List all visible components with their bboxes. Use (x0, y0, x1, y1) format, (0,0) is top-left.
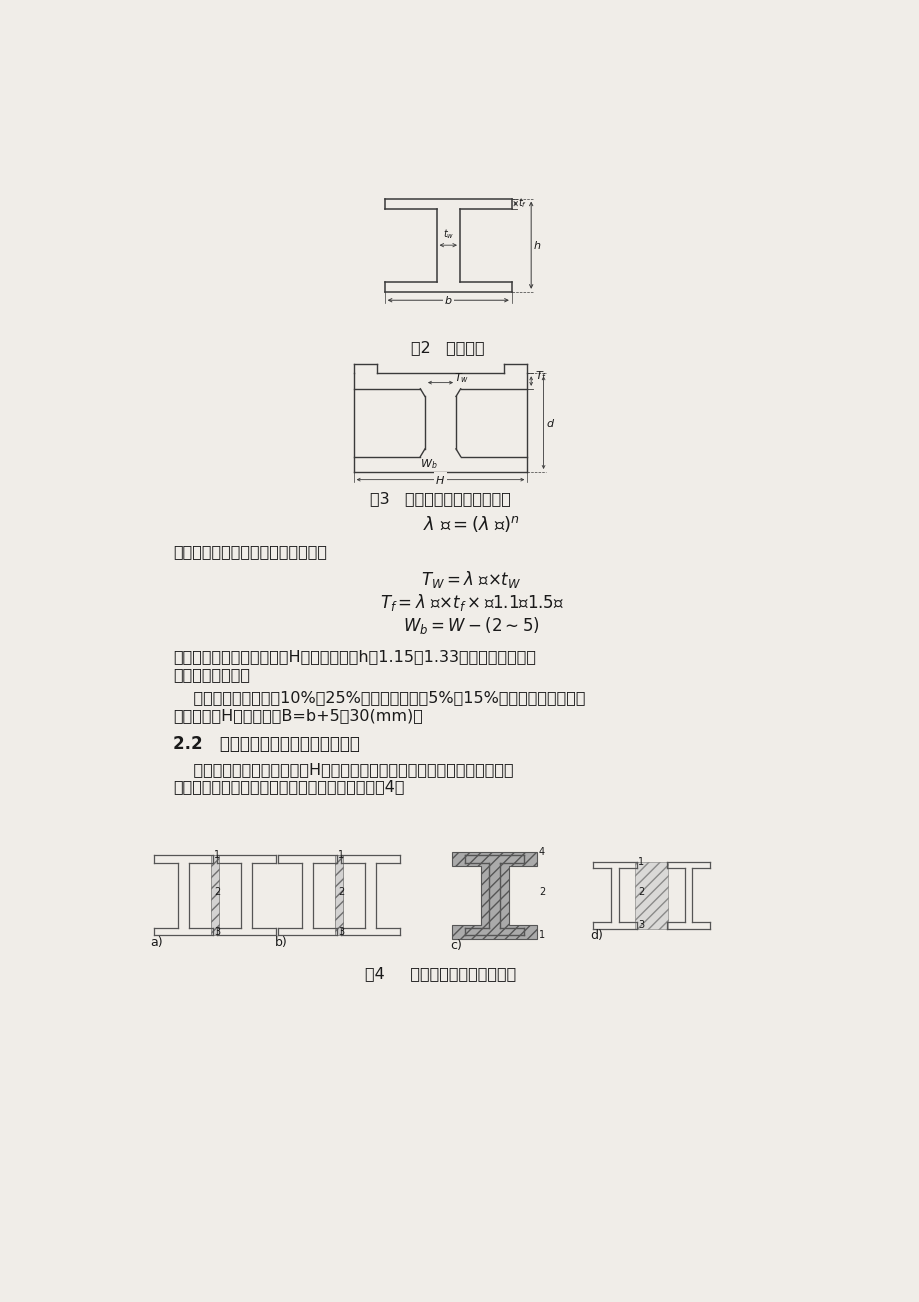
Text: $T_w$: $T_w$ (454, 371, 469, 385)
Text: $W_b=W-(2\sim5)$: $W_b=W-(2\sim5)$ (403, 616, 539, 637)
Bar (210, 855, 219, 935)
Text: 3: 3 (214, 927, 220, 936)
Text: 4: 4 (539, 848, 544, 857)
Text: 尺寸，在二辊开坯机上有以下几种轧制情况，见图4。: 尺寸，在二辊开坯机上有以下几种轧制情况，见图4。 (173, 780, 404, 794)
Text: 由此可求得该道次的腹板翼缘厚度：: 由此可求得该道次的腹板翼缘厚度： (173, 544, 327, 559)
Text: 2: 2 (638, 887, 643, 897)
Text: 2: 2 (338, 887, 344, 897)
Text: $\lambda$ 总$=(\lambda$ 平$)^n$: $\lambda$ 总$=(\lambda$ 平$)^n$ (423, 513, 519, 534)
Text: 2.2   在开坯机上异型坯轧制种类分析: 2.2 在开坯机上异型坯轧制种类分析 (173, 734, 359, 753)
Text: $T_W=\lambda$ 总$\times t_W$: $T_W=\lambda$ 总$\times t_W$ (421, 569, 521, 590)
Text: 3: 3 (338, 927, 344, 936)
Text: $W_b$: $W_b$ (420, 457, 437, 471)
Polygon shape (451, 853, 537, 939)
Text: $t_f$: $t_f$ (517, 197, 527, 211)
Text: 图3   开坯机最终道次形状尺寸: 图3 开坯机最终道次形状尺寸 (369, 491, 510, 506)
Text: 小规格取上限）。: 小规格取上限）。 (173, 667, 250, 682)
Text: b): b) (275, 936, 287, 949)
Bar (335, 855, 343, 935)
Text: $h$: $h$ (532, 240, 540, 251)
Text: a): a) (151, 936, 163, 949)
Text: $d$: $d$ (545, 417, 554, 428)
Text: $T_f=\lambda$ 总$\times t_f\times$（1.1～1.5）: $T_f=\lambda$ 总$\times t_f\times$（1.1～1.… (380, 592, 562, 613)
Text: 2: 2 (539, 887, 545, 897)
Text: 1: 1 (214, 850, 220, 861)
Text: 2: 2 (214, 887, 221, 897)
Text: $H$: $H$ (435, 474, 445, 486)
Text: 图4     开坯机上异型坯轧制种类: 图4 开坯机上异型坯轧制种类 (365, 966, 516, 982)
Text: 根据不同的异型坯及相应的H型钢产品规格，满足上述开坯机最终道次形状: 根据不同的异型坯及相应的H型钢产品规格，满足上述开坯机最终道次形状 (173, 762, 513, 777)
Text: d): d) (589, 930, 602, 943)
Bar (634, 862, 667, 928)
Text: 腹板总高度H；翼缘高度B=b+5～30(mm)。: 腹板总高度H；翼缘高度B=b+5～30(mm)。 (173, 708, 423, 723)
Text: $b$: $b$ (444, 294, 452, 306)
Text: $t_w$: $t_w$ (442, 228, 453, 241)
Text: 1: 1 (638, 857, 643, 867)
Text: c): c) (450, 939, 462, 952)
Text: 通常，内侧壁斜度取10%～25%，外侧壁斜度取5%～15%，从而可求得该道次: 通常，内侧壁斜度取10%～25%，外侧壁斜度取5%～15%，从而可求得该道次 (173, 690, 585, 706)
Text: 图2   成品尺寸: 图2 成品尺寸 (411, 340, 484, 354)
Text: 1: 1 (338, 850, 344, 861)
Text: 1: 1 (539, 930, 544, 940)
Text: $T_f$: $T_f$ (535, 370, 547, 383)
Text: 3: 3 (638, 919, 643, 930)
Text: 其中，平均延伸系数可根据H型钢腹板高度h取1.15～1.33（大规格取下限，: 其中，平均延伸系数可根据H型钢腹板高度h取1.15～1.33（大规格取下限， (173, 650, 536, 664)
